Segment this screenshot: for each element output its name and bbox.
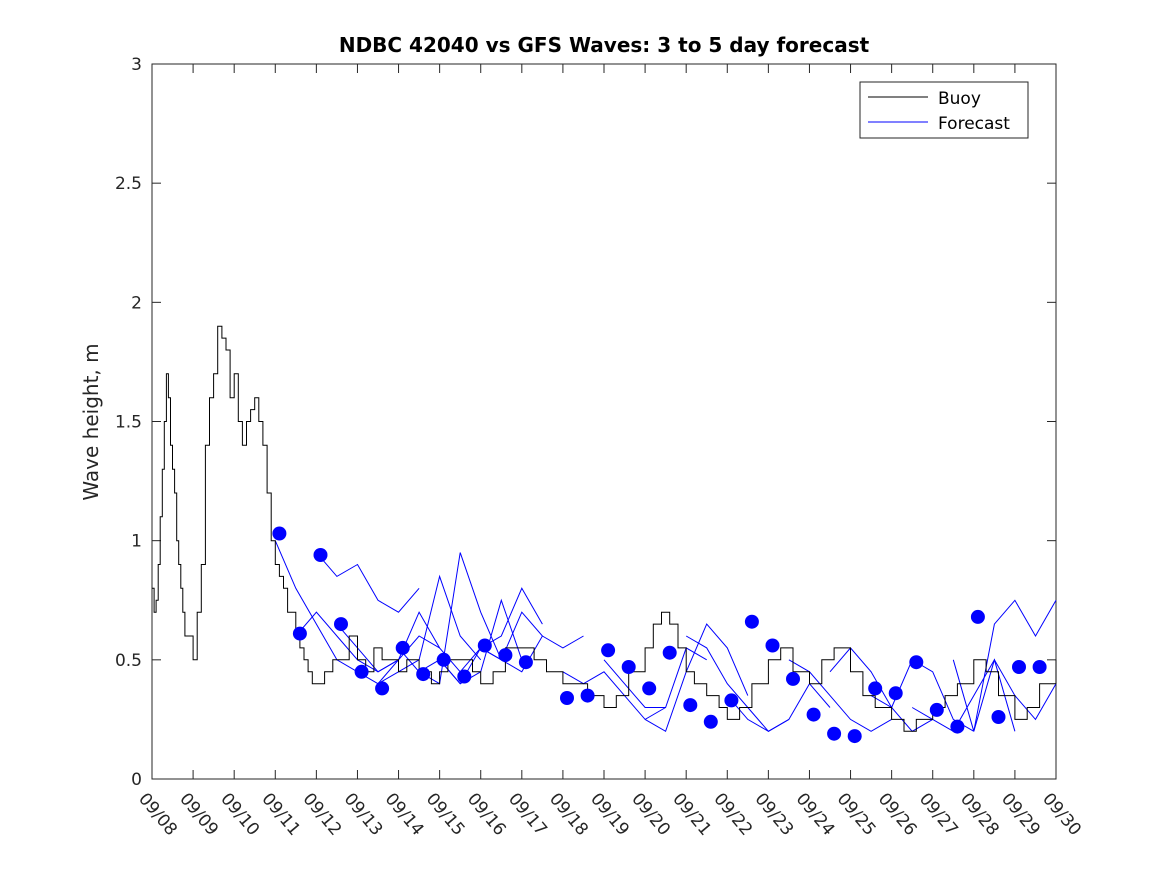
forecast-point: [970, 609, 985, 624]
forecast-point: [724, 693, 739, 708]
forecast-point: [642, 681, 657, 696]
forecast-point: [560, 691, 574, 705]
forecast-line: [439, 587, 543, 685]
forecast-line: [952, 599, 1057, 732]
forecast-line: [726, 682, 831, 732]
forecast-point: [765, 638, 780, 653]
forecast-point: [786, 671, 800, 686]
legend-forecast-label: Forecast: [938, 114, 1010, 134]
forecast-point: [621, 660, 636, 674]
forecast-line: [274, 540, 358, 673]
forecast-line: [398, 552, 502, 685]
forecast-point: [950, 719, 965, 734]
y-tick-label: 2: [131, 293, 142, 313]
forecast-point: [416, 667, 431, 682]
legend-buoy-label: Buoy: [938, 89, 981, 109]
forecast-point: [518, 655, 533, 670]
forecast-point: [888, 686, 903, 701]
forecast-point: [375, 681, 390, 696]
forecast-point: [334, 617, 348, 632]
y-tick-label: 3: [131, 55, 142, 75]
forecast-point: [868, 681, 883, 696]
y-tick-label: 1: [131, 532, 142, 552]
forecast-line: [603, 647, 707, 708]
forecast-point: [498, 648, 513, 663]
forecast-point: [272, 526, 287, 541]
forecast-point: [909, 655, 924, 670]
forecast-point: [436, 652, 451, 667]
forecast-point: [929, 702, 944, 717]
forecast-point: [601, 643, 616, 658]
forecast-line: [480, 635, 584, 673]
buoy-line: [152, 325, 1057, 732]
forecast-line: [644, 623, 749, 733]
forecast-point: [1032, 660, 1047, 674]
y-axis: 0 0.5 1 1.5 2 2.5 3: [115, 55, 1056, 790]
forecast-point: [683, 698, 698, 713]
forecast-point: [662, 645, 677, 660]
forecast-line: [377, 574, 482, 685]
y-axis-label: Wave height, m: [79, 343, 103, 500]
chart-title: NDBC 42040 vs GFS Waves: 3 to 5 day fore…: [339, 33, 870, 57]
y-tick-label: 0: [131, 770, 142, 790]
forecast-point: [1012, 660, 1026, 674]
y-tick-label: 0.5: [115, 651, 142, 671]
forecast-line: [562, 671, 666, 721]
forecast-point: [292, 626, 307, 641]
forecast-point: [847, 729, 862, 744]
y-tick-label: 1.5: [115, 413, 142, 433]
y-tick-label: 2.5: [115, 174, 142, 194]
forecast-line: [788, 659, 892, 732]
forecast-point: [354, 664, 369, 679]
forecast-point: [744, 614, 759, 629]
forecast-line: [336, 623, 440, 673]
forecast-point: [991, 710, 1006, 724]
forecast-point: [703, 714, 718, 729]
legend: Buoy Forecast: [859, 81, 1029, 139]
forecast-point: [580, 688, 595, 703]
forecast-point: [313, 548, 328, 562]
forecast-line: [316, 552, 420, 613]
forecast-points: [272, 526, 1047, 744]
buoy-series: [152, 325, 1057, 732]
forecast-point: [827, 726, 842, 741]
legend-box: [859, 81, 1029, 139]
forecast-point: [477, 638, 492, 653]
forecast-point: [457, 669, 472, 684]
forecast-point: [395, 640, 410, 655]
forecast-point: [806, 707, 821, 722]
forecast-line: [357, 611, 461, 685]
